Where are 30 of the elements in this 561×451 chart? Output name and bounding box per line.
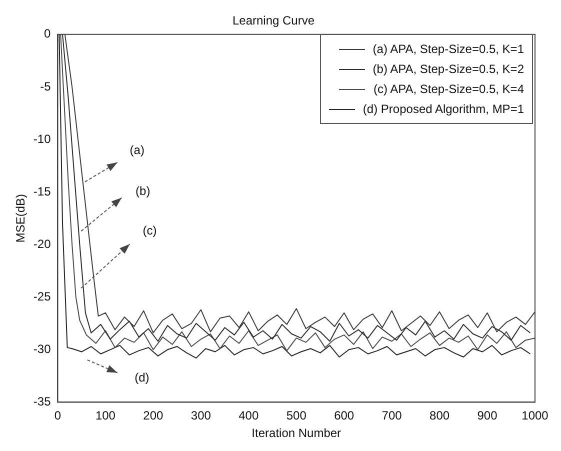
x-tick-label: 1000 [522,408,549,423]
annotation: (c) [142,223,157,238]
legend-label: (d) Proposed Algorithm, MP=1 [362,101,524,118]
y-axis-title: MSE(dB) [14,194,28,243]
y-tick-label: -10 [33,132,52,146]
y-tick-label: -15 [33,184,52,198]
x-tick-label: 700 [382,408,402,423]
x-tick-label: 300 [190,408,212,423]
x-tick-label: 900 [477,408,498,423]
x-tick-label: 200 [143,408,164,423]
x-axis-title: Iteration Number [252,426,342,440]
chart-title: Learning Curve [232,14,315,28]
x-tick-label: 500 [286,408,307,423]
y-tick-label: 0 [44,26,52,41]
x-tick-label: 400 [238,408,259,423]
x-tick-label: 100 [95,408,116,423]
annotation: (d) [134,370,150,385]
y-tick-label: -35 [33,394,52,409]
x-tick-label: 600 [334,408,354,423]
annotation: (b) [136,184,150,198]
x-tick-label: 800 [430,408,450,423]
y-tick-label: -30 [33,342,52,356]
y-tick-label: -25 [33,289,52,304]
y-tick-label: -20 [33,236,52,251]
annotation: (a) [130,142,144,157]
legend-label: (b) APA, Step-Size=0.5, K=2 [372,61,524,78]
legend-label: (c) APA, Step-Size=0.5, K=4 [373,81,524,98]
x-tick-label: 0 [54,408,62,423]
y-tick-label: -5 [40,79,52,94]
legend-label: (a) APA, Step-Size=0.5, K=1 [372,41,524,58]
